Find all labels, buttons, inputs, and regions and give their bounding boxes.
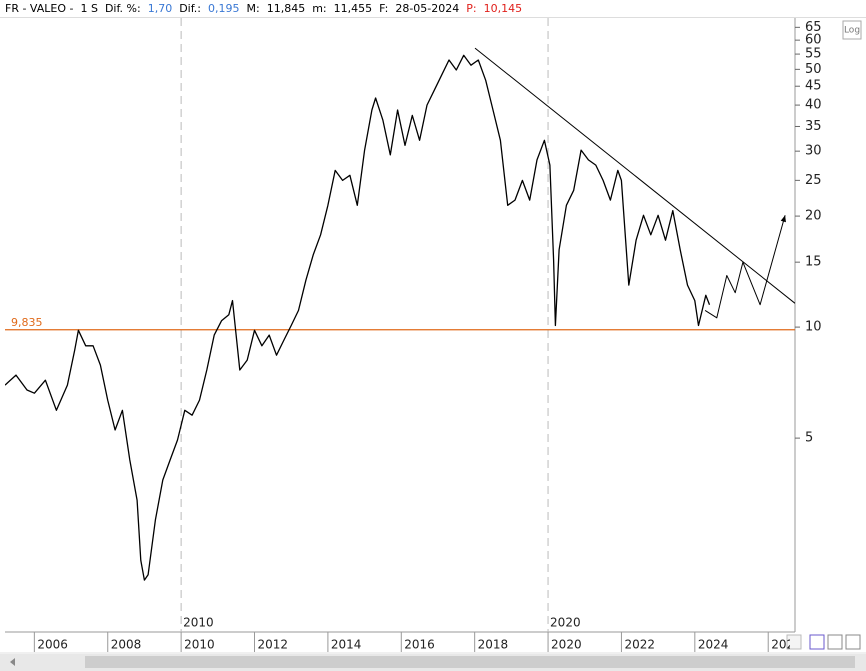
y-tick-label: 30 (805, 144, 822, 159)
projection-line (704, 215, 786, 319)
field-label: Dif. %: (104, 2, 141, 15)
y-tick-label: 35 (805, 119, 822, 134)
y-tick-label: 45 (805, 79, 822, 94)
price-line (5, 54, 711, 581)
field-value: 11,455 (333, 2, 373, 15)
scrollbar-thumb[interactable] (85, 656, 855, 668)
x-tick-label: 2014 (331, 638, 362, 652)
y-tick-label: 5 (805, 431, 813, 446)
y-tick-label: 15 (805, 255, 822, 270)
y-tick-label: 40 (805, 98, 822, 113)
x-tick-label: 202 (771, 638, 794, 652)
field-label: m: (312, 2, 327, 15)
x-tick-label: 2006 (37, 638, 68, 652)
symbol: FR - VALEO - 1 S (5, 2, 98, 15)
scroll-left[interactable] (10, 658, 15, 666)
x-tick-label: 2010 (184, 638, 215, 652)
field-value: 1,70 (147, 2, 173, 15)
field-label: Dif.: (179, 2, 202, 15)
field-label: M: (246, 2, 260, 15)
trend-line (474, 47, 795, 304)
y-tick-label: 20 (805, 209, 822, 224)
y-tick-label: 10 (805, 320, 822, 335)
close-button[interactable] (845, 634, 861, 650)
y-tick-label: 65 (805, 20, 822, 35)
zoom-button[interactable] (786, 634, 802, 650)
field-label: F: (379, 2, 389, 15)
x-tick-label: 2008 (111, 638, 142, 652)
y-tick-label: 25 (805, 173, 822, 188)
x-tick-label: 2018 (478, 638, 509, 652)
x-axis: 2006 2008 2010 2012 2014 2016 2018 2020 2022 2024… (33, 632, 794, 652)
save-button[interactable] (809, 634, 825, 650)
field-label: P: (466, 2, 477, 15)
field-value: 10,145 (483, 2, 523, 15)
log-button[interactable] (842, 20, 862, 40)
decade-label: 2010 (183, 616, 214, 630)
y-tick-label: 60 (805, 33, 822, 48)
x-tick-label: 2024 (698, 638, 729, 652)
y-tick-label: 55 (805, 47, 822, 62)
x-tick-label: 2022 (624, 638, 655, 652)
header: FR - VALEO - 1 S Dif. %: 1,70 Dif.: 0,19… (0, 0, 866, 18)
plot-area: 2010 2020 9,835 (5, 18, 795, 632)
x-tick-label: 2012 (258, 638, 289, 652)
plot-background (0, 18, 866, 652)
x-tick-label: 2016 (404, 638, 435, 652)
x-tick-label: 2020 (551, 638, 582, 652)
field-value: 11,845 (266, 2, 306, 15)
support-label: 9,835 (11, 316, 43, 329)
field-value: 28-05-2024 (395, 2, 460, 15)
field-value: 0,195 (208, 2, 240, 15)
log-button-label: Log (844, 26, 860, 36)
y-tick-label: 50 (805, 62, 822, 77)
pin-button[interactable] (827, 634, 843, 650)
projection-arrowhead (780, 215, 786, 223)
decade-label: 2020 (550, 616, 581, 630)
